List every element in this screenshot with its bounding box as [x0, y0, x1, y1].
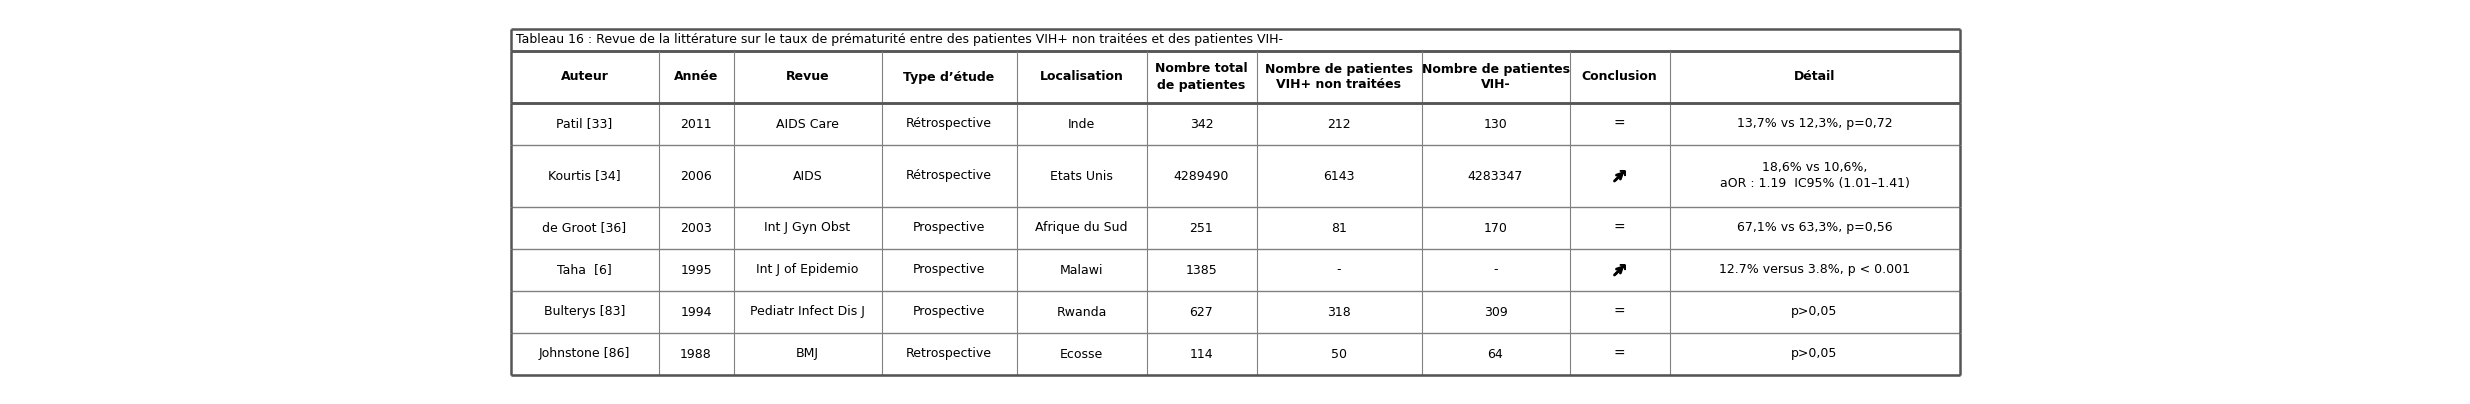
Text: Inde: Inde	[1067, 118, 1094, 130]
Text: 251: 251	[1191, 221, 1213, 234]
Text: Malawi: Malawi	[1060, 263, 1104, 276]
Text: Conclusion: Conclusion	[1581, 71, 1657, 84]
Text: Rwanda: Rwanda	[1057, 305, 1107, 318]
Text: ↗: ↗	[1610, 166, 1628, 185]
Text: Rétrospective: Rétrospective	[906, 118, 993, 130]
Text: 6143: 6143	[1324, 170, 1354, 183]
Text: 342: 342	[1191, 118, 1213, 130]
Text: 130: 130	[1484, 118, 1507, 130]
Text: Année: Année	[674, 71, 719, 84]
Text: 64: 64	[1487, 347, 1504, 360]
Text: 13,7% vs 12,3%, p=0,72: 13,7% vs 12,3%, p=0,72	[1736, 118, 1892, 130]
Text: 67,1% vs 63,3%, p=0,56: 67,1% vs 63,3%, p=0,56	[1736, 221, 1892, 234]
Text: BMJ: BMJ	[795, 347, 820, 360]
Text: =: =	[1613, 117, 1625, 131]
Text: Revue: Revue	[785, 71, 830, 84]
Text: Bulterys [83]: Bulterys [83]	[543, 305, 625, 318]
Text: Prospective: Prospective	[914, 263, 986, 276]
Text: Etats Unis: Etats Unis	[1050, 170, 1114, 183]
Text: Tableau 16 : Revue de la littérature sur le taux de prématurité entre des patien: Tableau 16 : Revue de la littérature sur…	[516, 34, 1294, 46]
Text: 1988: 1988	[679, 347, 711, 360]
Text: Localisation: Localisation	[1040, 71, 1124, 84]
Text: 1994: 1994	[679, 305, 711, 318]
Text: Afrique du Sud: Afrique du Sud	[1035, 221, 1129, 234]
Text: 1385: 1385	[1186, 263, 1218, 276]
Bar	[511, 207, 1959, 249]
Text: 212: 212	[1326, 118, 1351, 130]
Text: de Groot [36]: de Groot [36]	[543, 221, 627, 234]
Text: 50: 50	[1331, 347, 1346, 360]
Text: 114: 114	[1191, 347, 1213, 360]
Text: p>0,05: p>0,05	[1791, 347, 1838, 360]
Text: Type d’étude: Type d’étude	[904, 71, 995, 84]
Text: 12.7% versus 3.8%, p < 0.001: 12.7% versus 3.8%, p < 0.001	[1719, 263, 1909, 276]
Text: 2003: 2003	[679, 221, 711, 234]
Text: 81: 81	[1331, 221, 1346, 234]
Text: Nombre de patientes
VIH+ non traitées: Nombre de patientes VIH+ non traitées	[1265, 63, 1413, 91]
Text: 4289490: 4289490	[1173, 170, 1230, 183]
Text: 627: 627	[1191, 305, 1213, 318]
Text: Kourtis [34]: Kourtis [34]	[548, 170, 620, 183]
Text: Nombre total
de patientes: Nombre total de patientes	[1156, 63, 1247, 91]
Text: Retrospective: Retrospective	[906, 347, 993, 360]
Bar	[511, 145, 1959, 207]
Text: Pediatr Infect Dis J: Pediatr Infect Dis J	[751, 305, 864, 318]
Text: Int J of Epidemio: Int J of Epidemio	[756, 263, 860, 276]
Text: Prospective: Prospective	[914, 221, 986, 234]
Text: Détail: Détail	[1793, 71, 1835, 84]
Text: 18,6% vs 10,6%,
aOR : 1.19  IC95% (1.01–1.41): 18,6% vs 10,6%, aOR : 1.19 IC95% (1.01–1…	[1719, 162, 1909, 191]
Bar	[511, 29, 1959, 51]
Text: Rétrospective: Rétrospective	[906, 170, 993, 183]
Text: =: =	[1613, 347, 1625, 361]
Text: =: =	[1613, 221, 1625, 235]
Text: ↗: ↗	[1610, 261, 1628, 280]
Text: =: =	[1613, 305, 1625, 319]
Bar	[511, 291, 1959, 333]
Text: AIDS: AIDS	[793, 170, 823, 183]
Text: -: -	[1336, 263, 1341, 276]
Text: -: -	[1494, 263, 1497, 276]
Bar	[511, 51, 1959, 103]
Text: Auteur: Auteur	[561, 71, 608, 84]
Text: Int J Gyn Obst: Int J Gyn Obst	[763, 221, 850, 234]
Text: p>0,05: p>0,05	[1791, 305, 1838, 318]
Text: Johnstone [86]: Johnstone [86]	[538, 347, 630, 360]
Bar	[511, 333, 1959, 375]
Text: Patil [33]: Patil [33]	[556, 118, 613, 130]
Text: Taha  [6]: Taha [6]	[558, 263, 613, 276]
Text: Nombre de patientes
VIH-: Nombre de patientes VIH-	[1423, 63, 1568, 91]
Text: 4283347: 4283347	[1467, 170, 1524, 183]
Text: AIDS Care: AIDS Care	[776, 118, 840, 130]
Bar	[511, 103, 1959, 145]
Text: 318: 318	[1326, 305, 1351, 318]
Text: 2006: 2006	[679, 170, 711, 183]
Text: 309: 309	[1484, 305, 1507, 318]
Text: 2011: 2011	[679, 118, 711, 130]
Text: Ecosse: Ecosse	[1060, 347, 1104, 360]
Text: 170: 170	[1484, 221, 1507, 234]
Text: 1995: 1995	[679, 263, 711, 276]
Text: Prospective: Prospective	[914, 305, 986, 318]
Bar	[511, 249, 1959, 291]
